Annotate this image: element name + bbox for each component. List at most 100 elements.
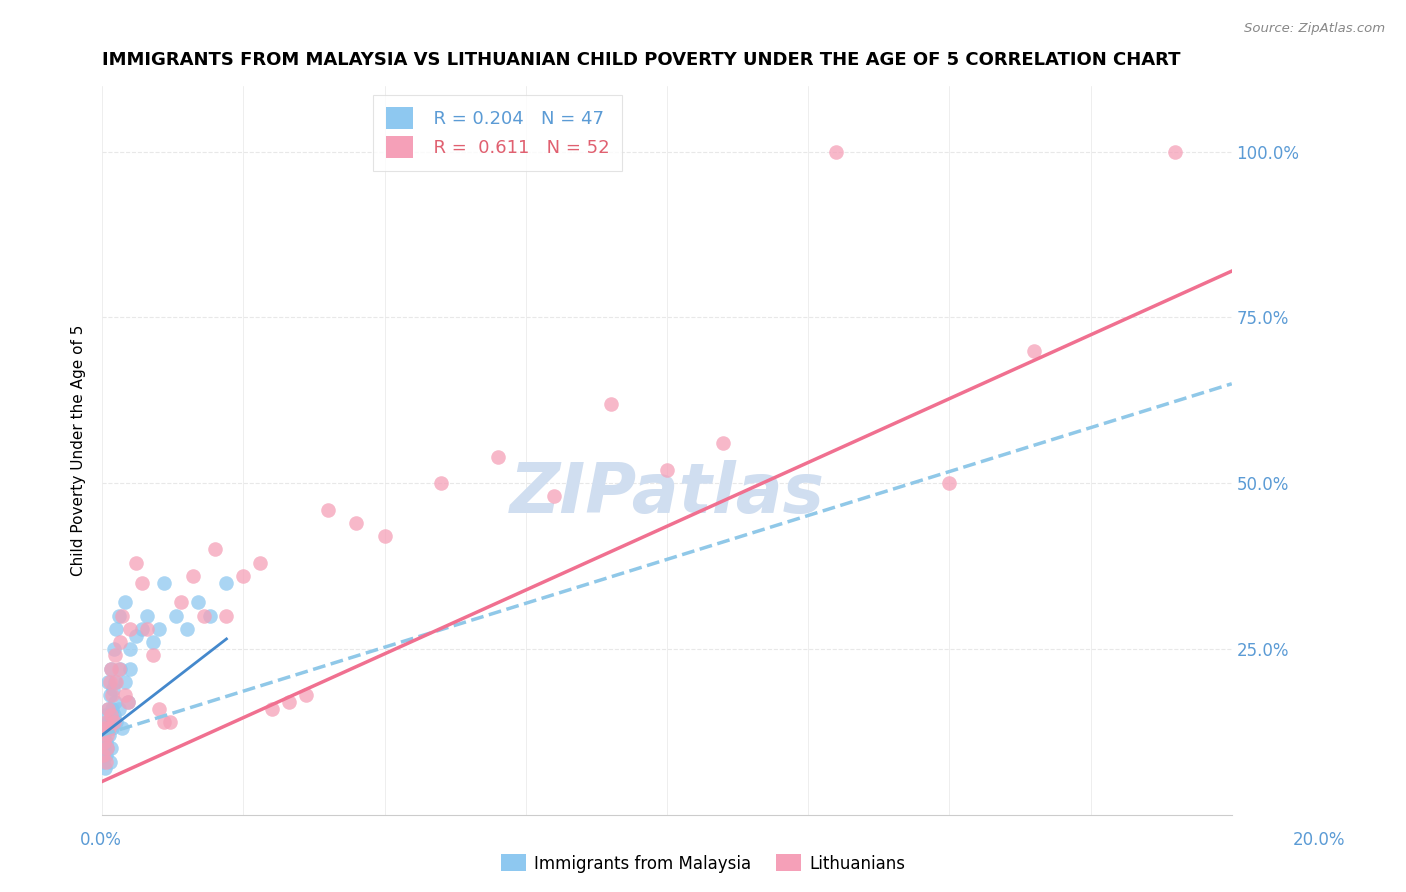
Point <box>96 722 118 736</box>
Point <box>98 675 121 690</box>
Point <box>131 575 153 590</box>
Point <box>125 556 148 570</box>
Point <box>136 622 159 636</box>
Point <box>198 608 221 623</box>
Point <box>176 622 198 636</box>
Point <box>153 714 176 729</box>
Point <box>193 608 215 623</box>
Point <box>94 755 117 769</box>
Point <box>101 722 124 736</box>
Point <box>215 608 238 623</box>
Point <box>97 675 120 690</box>
Point <box>148 701 170 715</box>
Point <box>100 662 122 676</box>
Point <box>655 463 678 477</box>
Text: 20.0%: 20.0% <box>1292 831 1346 849</box>
Point <box>101 701 124 715</box>
Point <box>100 662 122 676</box>
Point <box>98 728 121 742</box>
Point <box>103 714 125 729</box>
Point <box>108 608 131 623</box>
Point <box>136 608 159 623</box>
Point <box>142 635 165 649</box>
Point <box>96 741 118 756</box>
Point <box>131 622 153 636</box>
Point <box>114 675 136 690</box>
Point <box>215 575 238 590</box>
Point <box>430 476 453 491</box>
Point <box>108 701 131 715</box>
Point <box>294 688 316 702</box>
Point <box>120 641 142 656</box>
Point <box>120 622 142 636</box>
Point <box>101 688 124 702</box>
Point <box>713 436 735 450</box>
Point <box>170 595 193 609</box>
Point <box>101 681 124 696</box>
Point <box>98 688 121 702</box>
Point <box>1022 343 1045 358</box>
Legend:   R = 0.204   N = 47,   R =  0.611   N = 52: R = 0.204 N = 47, R = 0.611 N = 52 <box>373 95 621 171</box>
Point <box>94 747 117 762</box>
Point <box>96 734 118 748</box>
Point <box>142 648 165 663</box>
Point <box>187 595 209 609</box>
Point <box>260 701 283 715</box>
Point <box>316 502 339 516</box>
Point <box>232 569 254 583</box>
Point <box>98 722 121 736</box>
Point <box>103 708 125 723</box>
Point <box>110 635 132 649</box>
Point <box>98 755 121 769</box>
Point <box>543 490 565 504</box>
Point <box>93 728 115 742</box>
Point <box>97 714 120 729</box>
Point <box>96 714 118 729</box>
Point <box>100 741 122 756</box>
Point <box>599 397 621 411</box>
Point <box>148 622 170 636</box>
Point <box>110 662 132 676</box>
Point <box>344 516 367 530</box>
Legend: Immigrants from Malaysia, Lithuanians: Immigrants from Malaysia, Lithuanians <box>494 847 912 880</box>
Point <box>1164 145 1187 159</box>
Point <box>93 734 115 748</box>
Point <box>93 755 115 769</box>
Point <box>103 641 125 656</box>
Point <box>825 145 848 159</box>
Point <box>104 648 127 663</box>
Point <box>94 708 117 723</box>
Point <box>97 701 120 715</box>
Point <box>105 622 128 636</box>
Point <box>104 675 127 690</box>
Point <box>114 595 136 609</box>
Point <box>204 542 226 557</box>
Text: ZIPatlas: ZIPatlas <box>509 460 824 527</box>
Point <box>181 569 204 583</box>
Point <box>114 688 136 702</box>
Point <box>111 608 134 623</box>
Point <box>105 714 128 729</box>
Y-axis label: Child Poverty Under the Age of 5: Child Poverty Under the Age of 5 <box>72 325 86 575</box>
Point <box>120 662 142 676</box>
Point <box>105 675 128 690</box>
Point <box>97 701 120 715</box>
Point <box>277 695 299 709</box>
Text: IMMIGRANTS FROM MALAYSIA VS LITHUANIAN CHILD POVERTY UNDER THE AGE OF 5 CORRELAT: IMMIGRANTS FROM MALAYSIA VS LITHUANIAN C… <box>103 51 1181 69</box>
Point <box>94 761 117 775</box>
Point <box>96 728 118 742</box>
Point <box>108 662 131 676</box>
Point <box>93 741 115 756</box>
Point <box>374 529 396 543</box>
Point <box>153 575 176 590</box>
Point <box>94 722 117 736</box>
Point <box>486 450 509 464</box>
Point <box>96 741 118 756</box>
Point <box>111 722 134 736</box>
Point <box>100 714 122 729</box>
Point <box>100 708 122 723</box>
Point <box>93 747 115 762</box>
Point <box>125 629 148 643</box>
Text: 0.0%: 0.0% <box>80 831 122 849</box>
Point <box>249 556 271 570</box>
